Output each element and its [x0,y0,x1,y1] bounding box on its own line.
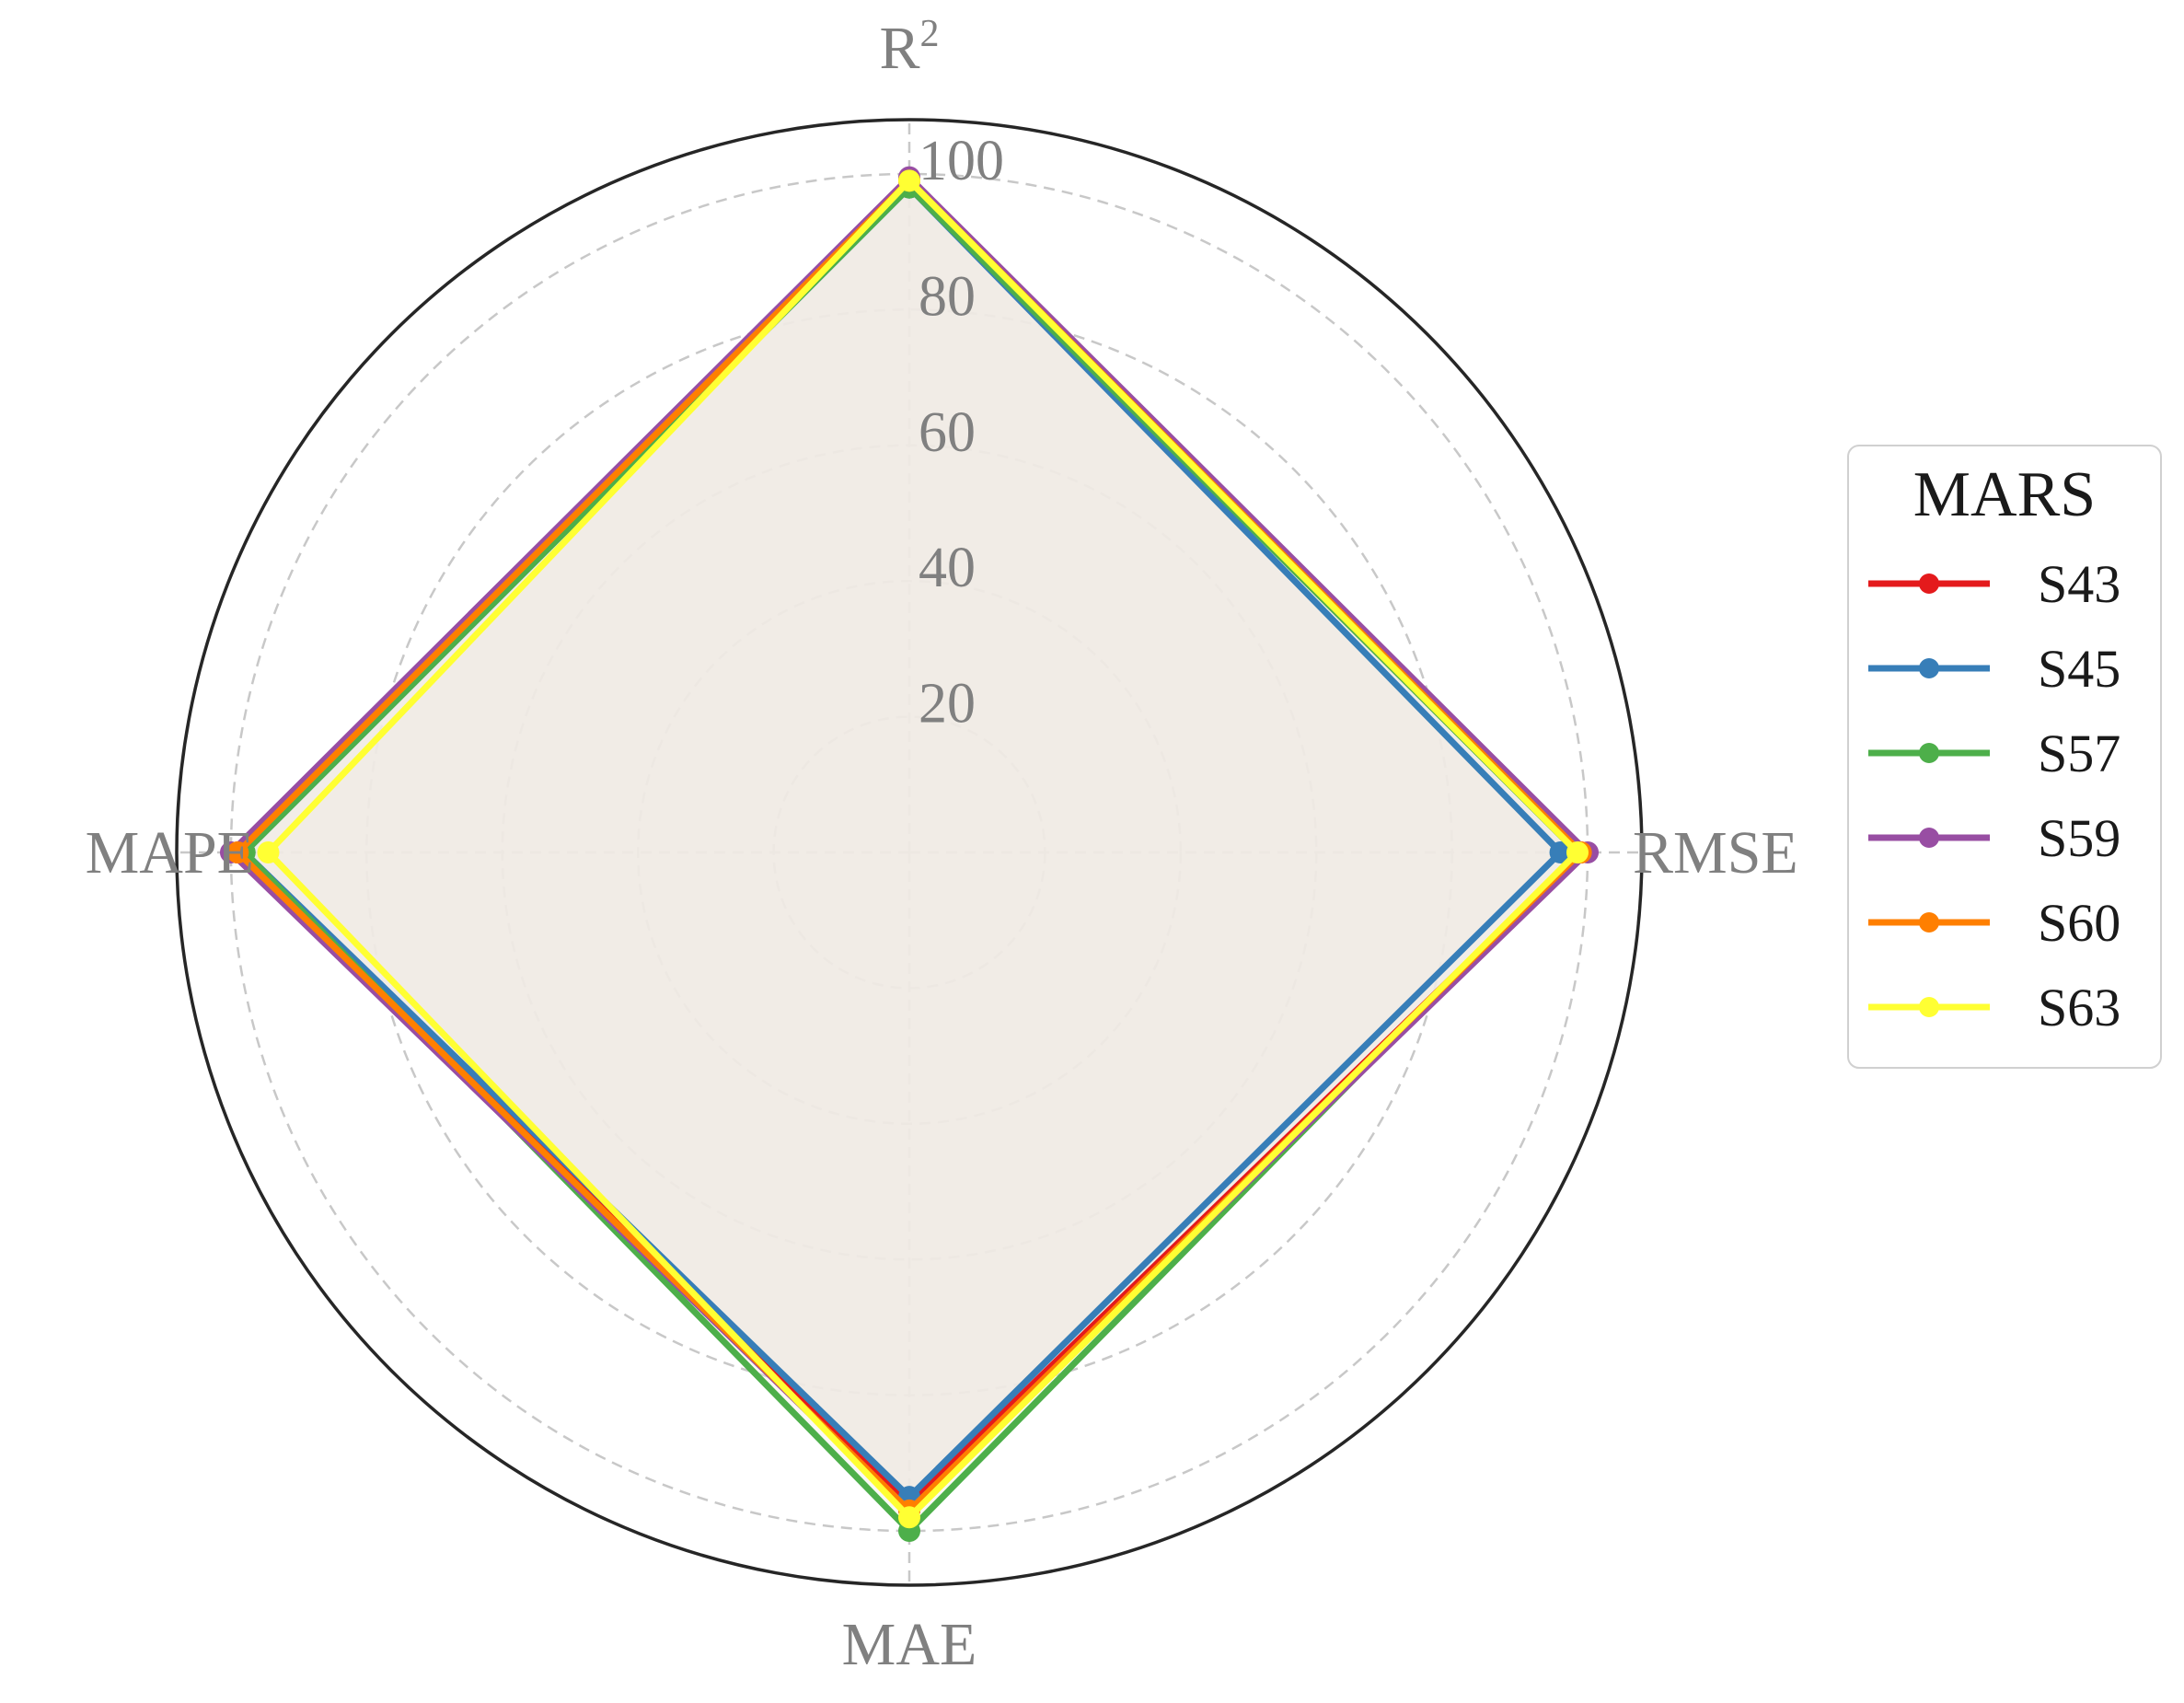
legend-item-s60: S60 [1868,893,2120,953]
series-point-s45-1 [1549,841,1572,863]
legend-label: S45 [2038,639,2120,699]
series-point-s63-1 [1566,841,1589,863]
series-point-s63-2 [898,1506,920,1529]
series-point-s63-0 [898,169,920,192]
tick-label-20: 20 [919,673,976,736]
series-fill-s63 [268,180,1577,1518]
legend-swatch-marker [1919,828,1939,848]
legend-label: S60 [2038,893,2120,953]
tick-layer: 20 40 60 80 100 [919,130,1004,736]
legend-item-s59: S59 [1868,808,2120,868]
legend-swatch-marker [1919,573,1939,594]
legend-label: S63 [2038,978,2120,1037]
axis-label-layer: R2 RMSE MAE MAPE [86,13,1798,1678]
tick-label-100: 100 [919,130,1004,192]
legend-swatch-marker [1919,997,1939,1017]
axis-label-mape: MAPE [86,819,254,886]
series-s63 [257,169,1589,1529]
legend-box [1847,445,2162,1069]
axis-label-mae: MAE [842,1611,977,1678]
legend: MARS S43 S45 S57 S59 S60 S63 [1847,445,2162,1069]
legend-label: S57 [2038,724,2120,783]
legend-item-s63: S63 [1868,978,2120,1037]
legend-title: MARS [1913,459,2096,530]
series-point-s60-3 [226,841,249,863]
legend-item-s57: S57 [1868,724,2120,783]
axis-label-rmse: RMSE [1633,819,1798,886]
grid-ring-40 [636,579,1183,1126]
legend-item-s45: S45 [1868,639,2120,699]
legend-swatch-marker [1919,658,1939,678]
tick-label-40: 40 [919,537,976,599]
legend-swatch-marker [1919,912,1939,933]
legend-label: S43 [2038,554,2120,614]
series-layer [219,166,1600,1543]
legend-label: S59 [2038,808,2120,868]
outer-frame [175,118,1644,1587]
axis-label-r2: R2 [879,13,939,82]
legend-item-s43: S43 [1868,554,2120,614]
legend-swatch-marker [1919,743,1939,763]
series-point-s63-3 [257,841,280,863]
fill-layer [230,177,1589,1532]
legend-items: S43 S45 S57 S59 S60 S63 [1868,554,2120,1037]
tick-label-60: 60 [919,401,976,464]
tick-label-80: 80 [919,265,976,328]
